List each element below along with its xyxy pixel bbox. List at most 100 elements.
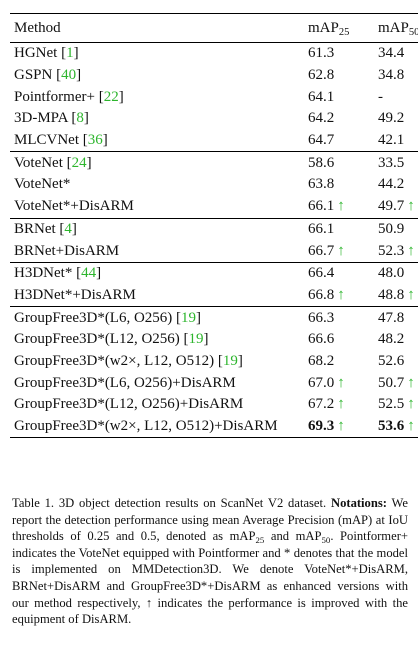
method-name: ] (237, 352, 243, 369)
citation: 19 (188, 331, 204, 348)
method-name: GroupFree3D*(L12, O256)+DisARM (14, 396, 244, 413)
method-name: ] (196, 309, 202, 326)
caption-text: 50 (321, 535, 331, 546)
method-cell: GroupFree3D*(L6, O256) [19] (10, 307, 304, 329)
value-cell: 34.4 (374, 43, 418, 65)
arrow: ↑ (337, 396, 345, 413)
value-cell: 66.6 (304, 329, 374, 351)
value: 53.6 (378, 418, 405, 435)
value-cell: 42.1 (374, 130, 418, 152)
method-name: ] (118, 88, 124, 105)
value-cell: 66.8 ↑ (304, 285, 374, 307)
row-group: VoteNet [24] 58.6 33.5 VoteNet* 63.8 44.2 Vote… (10, 152, 418, 218)
method-cell: BRNet+DisARM (10, 240, 304, 262)
method-cell: GSPN [40] (10, 65, 304, 87)
value: 64.7 (308, 132, 335, 149)
value: 52.5 (378, 396, 405, 413)
arrow: ↑ (337, 242, 345, 259)
citation: 40 (61, 67, 77, 84)
method-cell: HGNet [1] (10, 43, 304, 65)
value: 58.6 (308, 154, 335, 171)
method-cell: VoteNet* (10, 174, 304, 196)
value-cell: 49.2 (374, 108, 418, 130)
value-cell: 52.3 ↑ (374, 240, 418, 262)
method-name: H3DNet* [ (14, 265, 82, 282)
method-name: ] (71, 220, 77, 237)
header-sub: 25 (338, 26, 350, 38)
table-row: VoteNet* 63.8 44.2 (10, 174, 418, 196)
row-group: BRNet [4] 66.1 50.9 BRNet+DisARM 66.7 ↑ 52.3 … (10, 218, 418, 263)
citation: 36 (87, 132, 103, 149)
table-row: H3DNet* [44] 66.4 48.0 (10, 262, 418, 284)
method-cell: VoteNet [24] (10, 152, 304, 174)
method-name: GroupFree3D*(w2×, L12, O512) [ (14, 352, 223, 369)
method-name: GroupFree3D*(L12, O256) [ (14, 331, 189, 348)
citation: 8 (76, 110, 84, 127)
citation: 24 (71, 154, 87, 171)
row-group: HGNet [1] 61.3 34.4 GSPN [40] 62.8 34.8 Pointf… (10, 43, 418, 152)
citation: 19 (181, 309, 197, 326)
value: 64.1 (308, 88, 335, 105)
value: 34.4 (378, 45, 405, 62)
value-cell: 66.3 (304, 307, 374, 329)
value-cell: 64.2 (304, 108, 374, 130)
row-group: GroupFree3D*(L6, O256) [19] 66.3 47.8 Group… (10, 307, 418, 438)
method-cell: GroupFree3D*(L12, O256) [19] (10, 329, 304, 351)
arrow: ↑ (337, 198, 345, 215)
caption-text: Table 1. 3D object detection results on … (12, 496, 331, 510)
caption-text: and mAP (264, 529, 322, 544)
method-name: ] (102, 132, 108, 149)
table-row: BRNet+DisARM 66.7 ↑ 52.3 ↑ (10, 240, 418, 262)
header-text: Method (14, 19, 61, 36)
value: 48.0 (378, 265, 405, 282)
citation: 44 (81, 265, 97, 282)
value-cell: 62.8 (304, 65, 374, 87)
results-table: Method mAP25 mAP50 HGNet [1] 61.3 34.4 GSPN… (10, 13, 418, 438)
method-cell: GroupFree3D*(w2×, L12, O512)+DisARM (10, 416, 304, 438)
value-cell: 34.8 (374, 65, 418, 87)
header-row: Method mAP25 mAP50 (10, 13, 418, 43)
method-cell: H3DNet*+DisARM (10, 285, 304, 307)
value: 69.3 (308, 418, 335, 435)
method-name: Pointformer+ [ (14, 88, 104, 105)
method-name: ] (203, 331, 209, 348)
value-cell: 66.1 ↑ (304, 196, 374, 218)
header-cell: mAP25 (304, 14, 374, 43)
citation: 19 (222, 352, 238, 369)
table-row: GroupFree3D*(L12, O256) [19] 66.6 48.2 (10, 329, 418, 351)
value-cell: 58.6 (304, 152, 374, 174)
value: 67.2 (308, 396, 335, 413)
value-cell: 33.5 (374, 152, 418, 174)
value-cell: 48.0 (374, 262, 418, 284)
arrow: ↑ (337, 374, 345, 391)
value-cell: 67.2 ↑ (304, 394, 374, 416)
arrow: ↑ (407, 374, 415, 391)
method-cell: GroupFree3D*(w2×, L12, O512) [19] (10, 351, 304, 373)
value: 66.4 (308, 265, 335, 282)
method-cell: VoteNet*+DisARM (10, 196, 304, 218)
value: - (378, 88, 383, 105)
table-row: HGNet [1] 61.3 34.4 (10, 43, 418, 65)
table-row: MLCVNet [36] 64.7 42.1 (10, 130, 418, 152)
value: 66.1 (308, 220, 335, 237)
value: 68.2 (308, 352, 335, 369)
value-cell: 64.7 (304, 130, 374, 152)
citation: 22 (103, 88, 119, 105)
value-cell: 64.1 (304, 86, 374, 108)
value: 66.8 (308, 286, 335, 303)
method-cell: GroupFree3D*(L12, O256)+DisARM (10, 394, 304, 416)
citation: 1 (66, 45, 74, 62)
value: 63.8 (308, 176, 335, 193)
arrow: ↑ (337, 418, 345, 435)
table-row: Pointformer+ [22] 64.1 - (10, 86, 418, 108)
arrow: ↑ (407, 198, 415, 215)
method-name: ] (83, 110, 89, 127)
value-cell: 53.6 ↑ (374, 416, 418, 438)
table-row: GroupFree3D*(L6, O256)+DisARM 67.0 ↑ 50.7 … (10, 372, 418, 394)
value: 66.1 (308, 198, 335, 215)
value-cell: 52.6 (374, 351, 418, 373)
table-row: GroupFree3D*(w2×, L12, O512)+DisARM 69.3 … (10, 416, 418, 438)
method-name: GroupFree3D*(L6, O256)+DisARM (14, 374, 236, 391)
method-name: GroupFree3D*(L6, O256) [ (14, 309, 182, 326)
value-cell: 66.7 ↑ (304, 240, 374, 262)
